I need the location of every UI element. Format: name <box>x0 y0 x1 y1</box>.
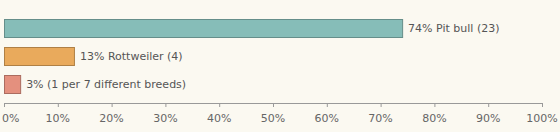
tick-label: 20% <box>99 112 123 125</box>
tick <box>165 103 166 107</box>
tick <box>219 103 220 107</box>
tick-label: 50% <box>261 112 285 125</box>
bar <box>5 48 75 66</box>
x-axis: 0% 10% 20% 30% 40% 50% 60% 70% 80% 90% 100% <box>2 103 558 125</box>
tick <box>542 103 543 107</box>
tick <box>434 103 435 107</box>
bars <box>5 20 403 94</box>
data-labels: 74% Pit bull (23) 13% Rottweiler (4) 3% (1… <box>26 22 499 91</box>
tick <box>58 103 59 107</box>
tick-label: 80% <box>422 112 446 125</box>
tick-label: 70% <box>368 112 392 125</box>
tick <box>4 103 5 107</box>
chart: 74% Pit bull (23) 13% Rottweiler (4) 3% (1… <box>0 0 560 132</box>
data-label: 74% Pit bull (23) <box>408 22 499 35</box>
tick-label: 30% <box>153 112 177 125</box>
tick-label: 90% <box>476 112 500 125</box>
tick-label: 40% <box>207 112 231 125</box>
tick-label: 0% <box>2 112 19 125</box>
tick <box>273 103 274 107</box>
tick-label: 60% <box>315 112 339 125</box>
tick <box>112 103 113 107</box>
tick-label: 100% <box>526 112 557 125</box>
tick <box>327 103 328 107</box>
bar <box>5 76 21 94</box>
tick <box>488 103 489 107</box>
data-label: 13% Rottweiler (4) <box>80 50 183 63</box>
tick <box>381 103 382 107</box>
data-label: 3% (1 per 7 different breeds) <box>26 78 186 91</box>
tick-label: 10% <box>46 112 70 125</box>
bar <box>5 20 403 38</box>
